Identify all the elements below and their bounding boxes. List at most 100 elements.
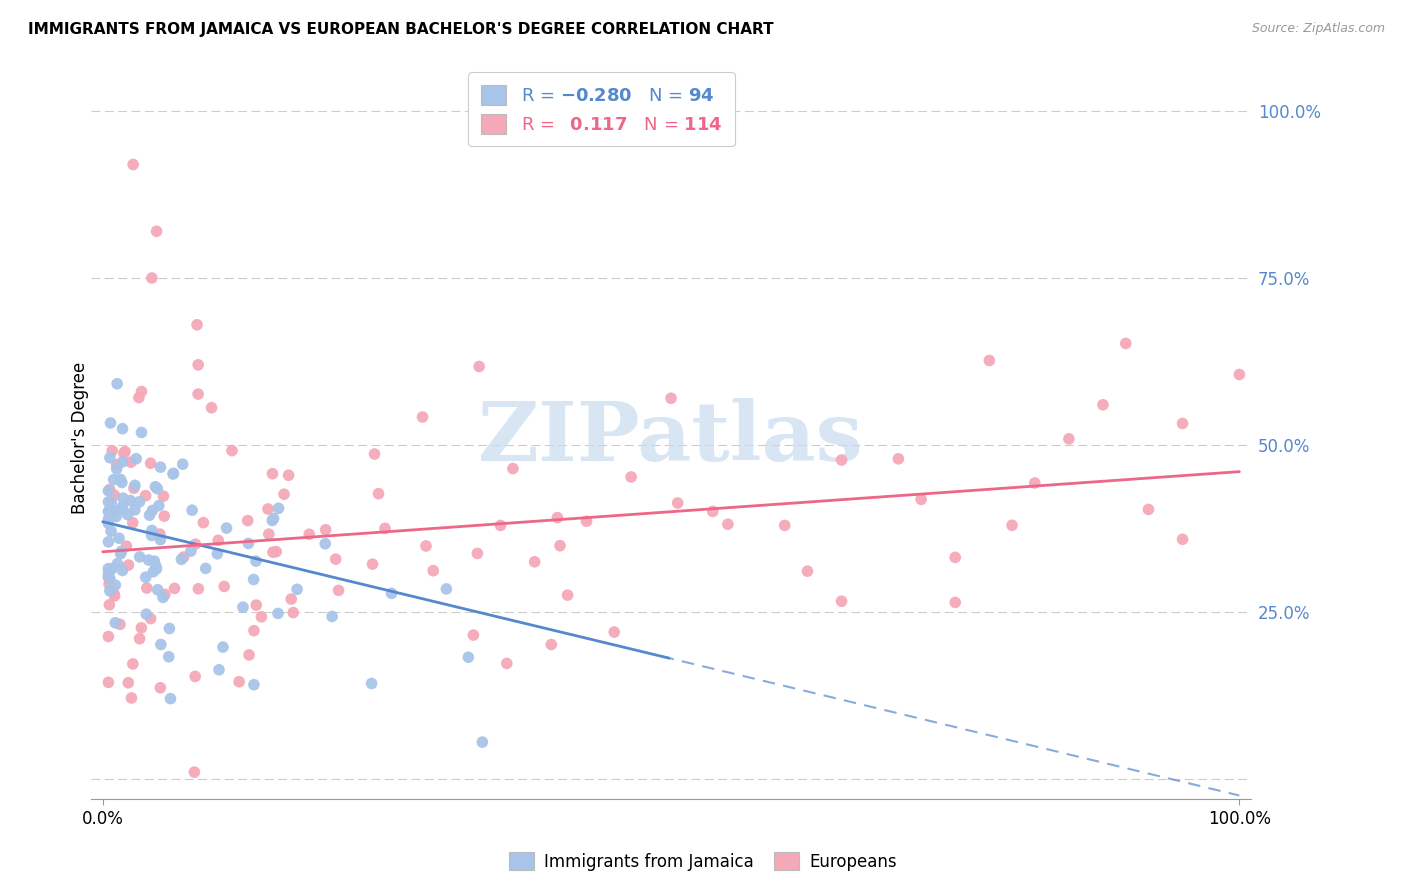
- Point: [548, 539, 571, 553]
- Point: [105, 458, 128, 472]
- Point: [159, 691, 181, 706]
- Point: [105, 462, 128, 476]
- Point: [212, 579, 235, 593]
- Point: [108, 617, 131, 632]
- Point: [138, 508, 160, 523]
- Point: [117, 675, 139, 690]
- Point: [111, 500, 134, 515]
- Point: [139, 612, 162, 626]
- Point: [108, 531, 131, 545]
- Point: [122, 481, 145, 495]
- Point: [943, 550, 966, 565]
- Point: [97, 483, 120, 498]
- Point: [831, 594, 853, 608]
- Text: Source: ZipAtlas.com: Source: ZipAtlas.com: [1251, 22, 1385, 36]
- Point: [149, 460, 172, 475]
- Point: [101, 443, 124, 458]
- Point: [141, 503, 163, 517]
- Point: [101, 561, 124, 575]
- Point: [145, 224, 167, 238]
- Point: [120, 455, 142, 469]
- Point: [221, 443, 243, 458]
- Point: [103, 587, 125, 601]
- Point: [193, 516, 215, 530]
- Point: [131, 425, 153, 440]
- Point: [135, 607, 157, 622]
- Point: [184, 669, 207, 683]
- Y-axis label: Bachelor's Degree: Bachelor's Degree: [72, 362, 89, 515]
- Point: [238, 536, 260, 550]
- Point: [267, 607, 290, 621]
- Point: [267, 501, 290, 516]
- Point: [110, 547, 132, 561]
- Point: [141, 528, 163, 542]
- Point: [471, 735, 494, 749]
- Point: [187, 582, 209, 596]
- Point: [228, 674, 250, 689]
- Point: [145, 562, 167, 576]
- Point: [207, 533, 229, 548]
- Point: [262, 467, 284, 481]
- Point: [135, 581, 157, 595]
- Point: [187, 387, 209, 401]
- Point: [98, 583, 121, 598]
- Point: [141, 524, 163, 538]
- Point: [97, 512, 120, 526]
- Point: [315, 523, 337, 537]
- Point: [468, 359, 491, 374]
- Point: [523, 555, 546, 569]
- Legend: R = $\mathbf{-0.280}$   N = $\mathbf{94}$, R = $\mathbf{\;\;0.117}$   N = $\math: R = $\mathbf{-0.280}$ N = $\mathbf{94}$,…: [468, 72, 735, 146]
- Point: [98, 483, 121, 497]
- Point: [273, 487, 295, 501]
- Point: [103, 473, 125, 487]
- Point: [979, 353, 1001, 368]
- Point: [236, 514, 259, 528]
- Point: [495, 657, 517, 671]
- Point: [146, 482, 169, 496]
- Point: [124, 503, 146, 517]
- Point: [620, 470, 643, 484]
- Point: [245, 554, 267, 568]
- Point: [105, 509, 128, 524]
- Point: [603, 625, 626, 640]
- Point: [575, 514, 598, 528]
- Point: [1171, 533, 1194, 547]
- Point: [184, 537, 207, 551]
- Text: IMMIGRANTS FROM JAMAICA VS EUROPEAN BACHELOR'S DEGREE CORRELATION CHART: IMMIGRANTS FROM JAMAICA VS EUROPEAN BACH…: [28, 22, 773, 37]
- Point: [104, 504, 127, 518]
- Point: [121, 657, 143, 671]
- Point: [149, 527, 172, 541]
- Point: [422, 564, 444, 578]
- Point: [98, 598, 121, 612]
- Point: [146, 582, 169, 597]
- Point: [125, 451, 148, 466]
- Point: [298, 527, 321, 541]
- Point: [97, 516, 120, 531]
- Point: [328, 583, 350, 598]
- Point: [128, 632, 150, 646]
- Point: [262, 513, 284, 527]
- Point: [97, 534, 120, 549]
- Point: [103, 488, 125, 502]
- Point: [110, 544, 132, 558]
- Point: [100, 495, 122, 509]
- Point: [121, 516, 143, 530]
- Point: [152, 591, 174, 605]
- Point: [157, 622, 180, 636]
- Point: [98, 572, 121, 586]
- Point: [117, 558, 139, 572]
- Point: [128, 549, 150, 564]
- Point: [131, 621, 153, 635]
- Point: [659, 391, 682, 405]
- Point: [887, 451, 910, 466]
- Point: [121, 690, 143, 705]
- Point: [1024, 475, 1046, 490]
- Point: [773, 518, 796, 533]
- Point: [257, 527, 280, 541]
- Point: [149, 533, 172, 547]
- Point: [666, 496, 689, 510]
- Point: [97, 570, 120, 584]
- Point: [97, 495, 120, 509]
- Point: [153, 509, 176, 524]
- Point: [112, 491, 135, 506]
